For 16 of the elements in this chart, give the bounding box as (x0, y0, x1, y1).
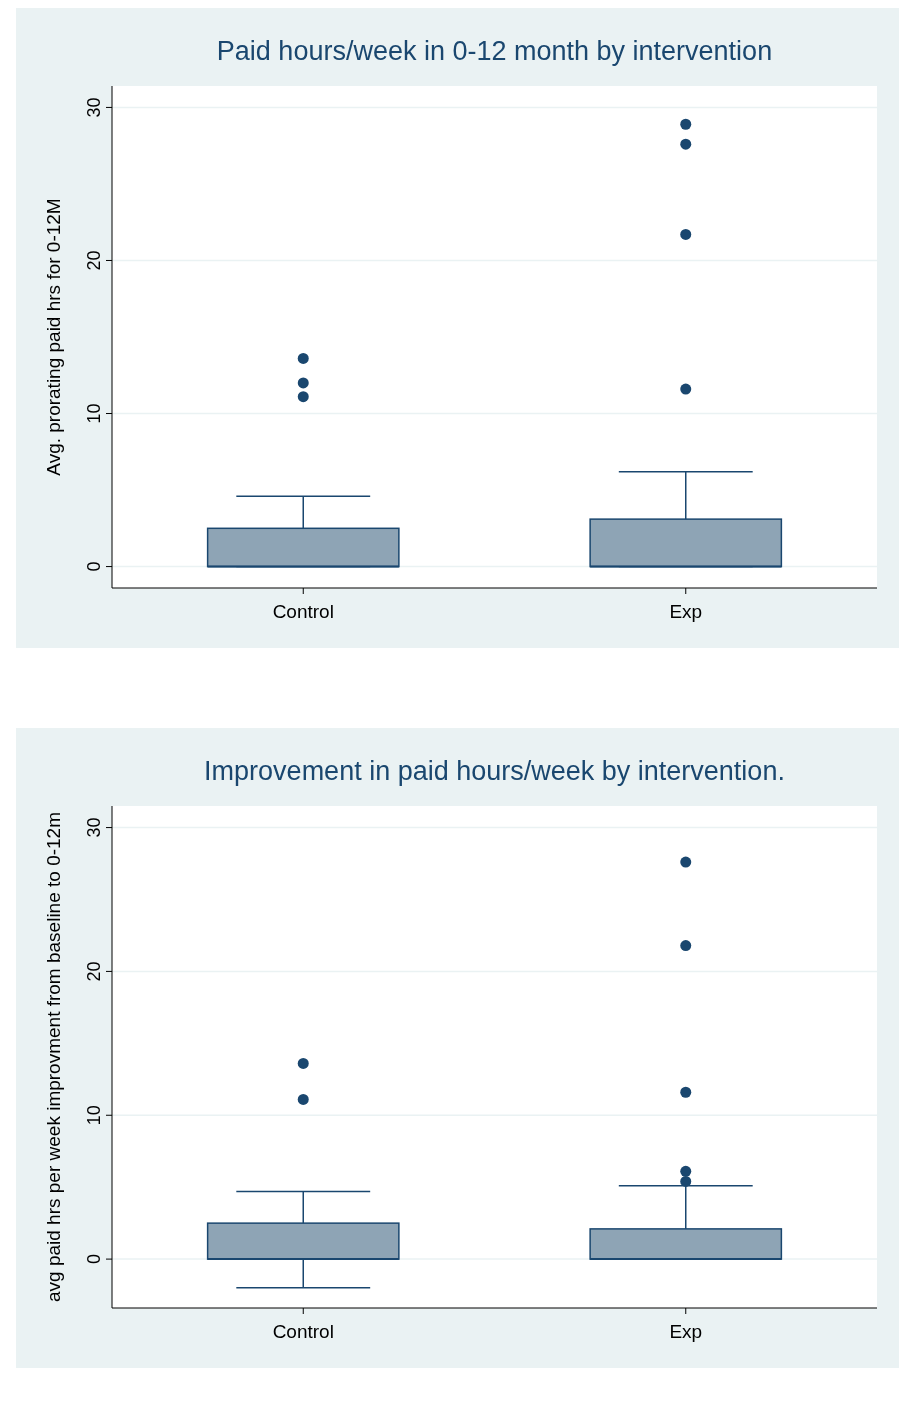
y-axis-title: avg paid hrs per week improvment from baseline to 0-12m (43, 811, 64, 1303)
y-tick-label: 20 (84, 250, 104, 271)
y-axis-title: Avg. prorating paid hrs for 0-12M (43, 198, 64, 476)
y-tick-label: 30 (84, 817, 104, 838)
x-tick-label: Exp (669, 1321, 703, 1342)
x-tick-label: Control (272, 601, 334, 622)
x-tick-label: Control (272, 1321, 334, 1342)
y-tick-label: 10 (84, 403, 104, 424)
x-tick-label: Exp (669, 601, 703, 622)
chart-title: Paid hours/week in 0-12 month by intervention (216, 36, 773, 66)
y-tick-label: 20 (84, 961, 104, 982)
chart-title: Improvement in paid hours/week by intervention. (204, 756, 785, 786)
y-tick-label: 10 (84, 1105, 104, 1126)
y-tick-label: 30 (84, 97, 104, 118)
y-tick-label: 0 (84, 1254, 104, 1265)
y-tick-label: 0 (84, 561, 104, 572)
